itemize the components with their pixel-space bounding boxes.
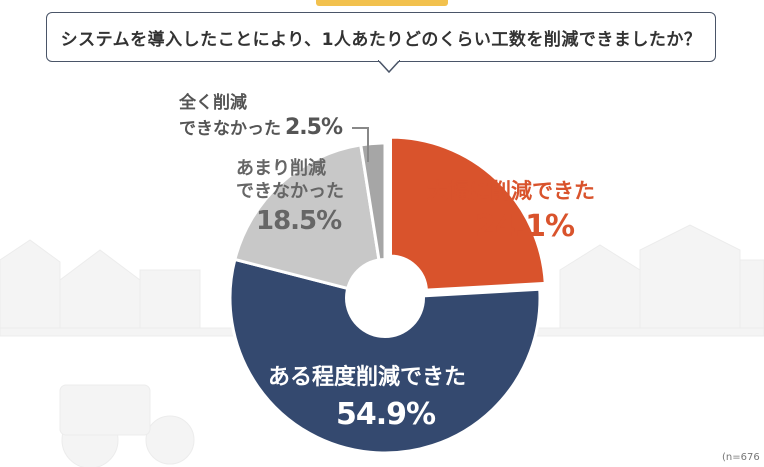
slice-large-reduction [388, 135, 547, 292]
question-text: システムを導入したことにより、1人あたりどのくらい工数を削減できましたか？ [60, 29, 702, 50]
bubble-tail [378, 60, 400, 74]
slice-label-not-much: あまり削減 できなかった 18.5% [236, 158, 344, 236]
leader-line [352, 127, 369, 162]
question-bubble: システムを導入したことにより、1人あたりどのくらい工数を削減できましたか？ [46, 12, 716, 62]
donut-hole [345, 258, 425, 338]
slice-label-none: 全く削減 できなかった 2.5% [179, 93, 343, 141]
header-accent-bar [316, 0, 448, 6]
slice-label-large-reduction: 大幅に削減できた 24.1% [427, 179, 595, 245]
slice-label-some-reduction: ある程度削減できた 54.9% [268, 365, 467, 432]
sample-size-note: (n=676 [722, 452, 760, 463]
